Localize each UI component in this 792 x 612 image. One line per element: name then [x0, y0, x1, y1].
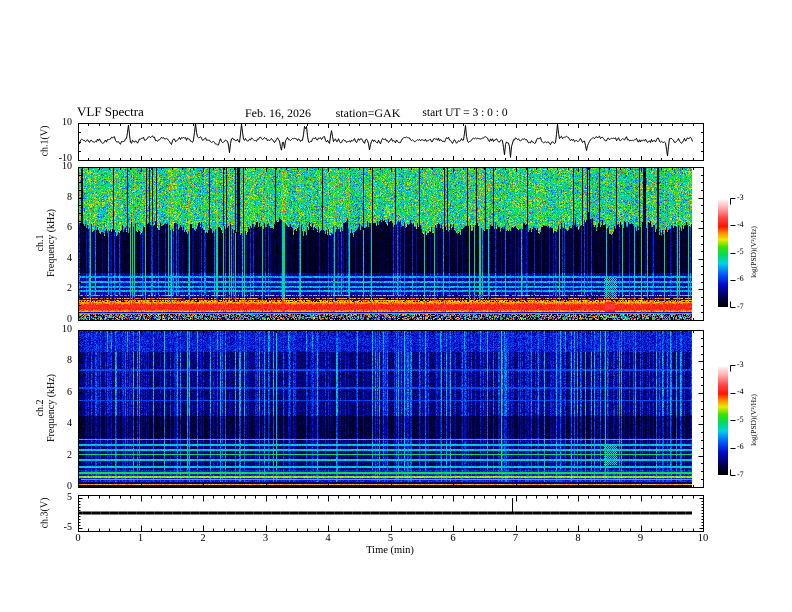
y-tick-label: 10	[62, 161, 72, 172]
x-tick-label: 10	[697, 533, 709, 544]
x-tick-label: 3	[262, 533, 269, 544]
x-tick-label: 9	[637, 533, 644, 544]
x-tick-label: 8	[575, 533, 581, 544]
y-tick-label: 8	[67, 355, 72, 367]
y-tick-label: 10	[62, 117, 72, 128]
y-tick-label: -10	[58, 152, 72, 164]
spec1-ylabel: ch.1 Frequency (kHz)	[35, 209, 57, 277]
x-tick-label: 6	[450, 533, 456, 544]
colorbar2-label: log(PSD)(V²/Hz)	[748, 394, 758, 446]
x-tick-label: 1	[137, 533, 144, 544]
colorbar-tick-label: -7	[737, 469, 744, 479]
x-tick-label: 7	[512, 533, 519, 544]
y-tick-label: -5	[63, 522, 72, 533]
colorbar-tick-label: -5	[737, 414, 744, 424]
y-tick-label: 6	[67, 222, 72, 234]
y-tick-label: 0	[67, 481, 72, 492]
colorbar-tick-label: -6	[737, 274, 744, 284]
y-tick-label: 4	[67, 418, 72, 430]
spec2-ylabel-axis: Frequency (kHz)	[46, 373, 57, 443]
x-tick-label: 4	[325, 533, 331, 544]
time-axis-label: Time (min)	[366, 545, 414, 556]
spec1-ylabel-ch: ch.1	[35, 234, 46, 252]
y-tick-label: 10	[62, 324, 72, 335]
colorbar1-label: log(PSD)(V²/Hz)	[748, 226, 758, 278]
y-tick-label: 6	[67, 386, 72, 398]
x-tick-label: 2	[200, 533, 206, 544]
y-tick-label: 4	[67, 252, 72, 264]
colorbar-tick-label: -4	[737, 219, 744, 229]
y-tick-label: 2	[67, 283, 72, 295]
colorbar-tick-label: -7	[737, 301, 744, 311]
y-tick-label: 5	[67, 492, 72, 503]
y-tick-label: 2	[67, 449, 72, 461]
spec1-ylabel-axis: Frequency (kHz)	[46, 208, 57, 278]
x-tick-label: 0	[75, 533, 81, 544]
colorbar-tick-label: -3	[737, 359, 744, 369]
x-tick-label: 5	[387, 533, 394, 544]
spec2-ylabel-ch: ch.2	[35, 399, 46, 417]
y-tick-label: 0	[67, 314, 72, 325]
colorbar-tick-label: -4	[737, 387, 744, 396]
spec2-ylabel: ch.2 Frequency (kHz)	[35, 374, 57, 442]
y-tick-label: 8	[67, 191, 72, 203]
colorbar-tick-label: -5	[737, 247, 744, 256]
colorbar-tick-label: -6	[737, 442, 744, 451]
colorbar-tick-label: -3	[737, 192, 744, 202]
